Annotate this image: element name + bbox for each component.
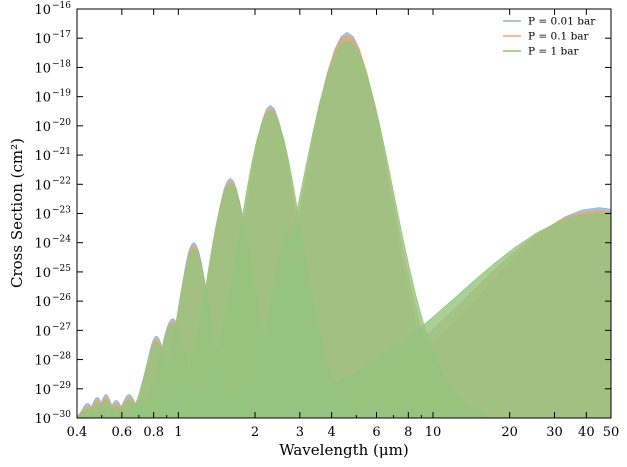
y-tick-label: 10 −23 (34, 206, 71, 223)
svg-text:−29: −29 (52, 381, 71, 391)
x-tick-label: 1 (174, 425, 182, 440)
y-tick-label: 10 −20 (34, 118, 71, 135)
x-tick-label: 10 (425, 425, 442, 440)
y-tick-label: 10 −22 (34, 176, 71, 193)
x-tick-label: 4 (328, 425, 336, 440)
x-tick-label: 8 (404, 425, 412, 440)
legend-label-1: P = 0.01 bar (528, 16, 596, 28)
y-tick-label: 10 −24 (34, 235, 71, 252)
x-tick-label: 3 (296, 425, 304, 440)
x-tick-label: 30 (546, 425, 563, 440)
x-axis-title: Wavelength (μm) (279, 441, 408, 459)
y-tick-label: 10 −19 (34, 89, 71, 106)
legend-label-3: P = 1 bar (528, 46, 580, 58)
y-tick-label: 10 −25 (34, 264, 71, 281)
svg-text:−19: −19 (52, 89, 71, 99)
svg-text:−22: −22 (52, 176, 71, 186)
svg-text:10: 10 (34, 354, 51, 369)
y-tick-label: 10 −26 (34, 293, 71, 310)
legend: P = 0.01 bar P = 0.1 bar P = 1 bar (503, 16, 596, 58)
svg-text:−27: −27 (52, 322, 71, 332)
legend-label-2: P = 0.1 bar (528, 31, 590, 43)
plot-frame (76, 8, 612, 419)
y-tick-label: 10 −29 (34, 381, 71, 398)
svg-text:10: 10 (34, 3, 51, 18)
series-3 (77, 40, 611, 418)
x-tick-label: 2 (251, 425, 259, 440)
svg-text:10: 10 (34, 324, 51, 339)
y-tick-label: 10 −17 (34, 30, 71, 47)
svg-text:10: 10 (34, 120, 51, 135)
x-tick-label: 0.8 (143, 425, 164, 440)
svg-text:−17: −17 (52, 30, 71, 40)
svg-text:−18: −18 (52, 59, 71, 69)
svg-text:−16: −16 (52, 1, 71, 11)
y-tick-label: 10 −30 (34, 410, 71, 427)
svg-text:10: 10 (34, 383, 51, 398)
svg-text:10: 10 (34, 295, 51, 310)
svg-text:10: 10 (34, 208, 51, 223)
svg-text:10: 10 (34, 266, 51, 281)
svg-text:−21: −21 (52, 147, 71, 157)
svg-text:−24: −24 (52, 235, 71, 245)
y-tick-label: 10 −16 (34, 1, 71, 18)
svg-text:10: 10 (34, 412, 51, 427)
svg-text:10: 10 (34, 32, 51, 47)
x-tick-label: 50 (603, 425, 620, 440)
x-tick-label: 0.6 (111, 425, 132, 440)
svg-text:10: 10 (34, 149, 51, 164)
x-tick-label: 40 (578, 425, 595, 440)
y-axis-title: Cross Section (cm²) (8, 138, 26, 288)
svg-text:10: 10 (34, 61, 51, 76)
svg-text:−30: −30 (52, 410, 71, 420)
x-tick-label: 6 (372, 425, 380, 440)
svg-text:10: 10 (34, 178, 51, 193)
svg-text:10: 10 (34, 91, 51, 106)
x-tick-label: 20 (501, 425, 518, 440)
series-3-band-14 (178, 213, 611, 418)
svg-text:−28: −28 (52, 352, 71, 362)
y-tick-label: 10 −27 (34, 322, 71, 339)
svg-text:−20: −20 (52, 118, 71, 128)
y-tick-label: 10 −28 (34, 352, 71, 369)
x-tick-label: 0.4 (67, 425, 88, 440)
svg-text:10: 10 (34, 237, 51, 252)
svg-text:−23: −23 (52, 206, 71, 216)
svg-text:−26: −26 (52, 293, 71, 303)
y-tick-label: 10 −18 (34, 59, 71, 76)
svg-text:−25: −25 (52, 264, 71, 274)
y-tick-label: 10 −21 (34, 147, 71, 164)
